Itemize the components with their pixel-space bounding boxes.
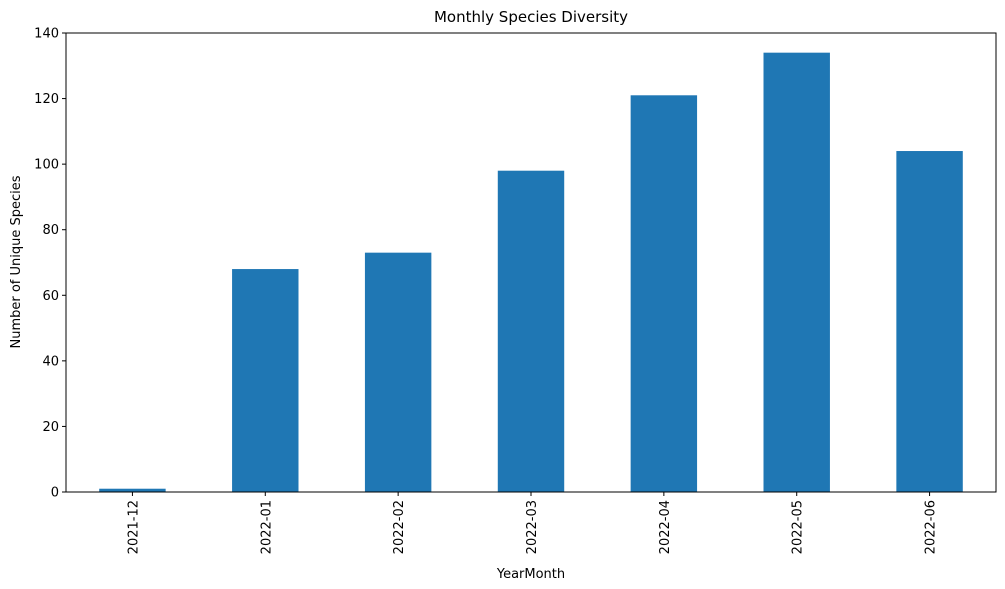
bars-group <box>99 52 963 493</box>
y-tick-label: 0 <box>51 486 59 501</box>
chart-title: Monthly Species Diversity <box>434 8 628 26</box>
x-axis-label: YearMonth <box>496 567 565 582</box>
x-tick-label: 2022-01 <box>259 500 274 554</box>
bar-2021-12 <box>99 488 166 492</box>
x-tick-label: 2022-06 <box>924 500 939 554</box>
y-tick-label: 80 <box>42 223 59 238</box>
y-tick-label: 140 <box>34 27 59 42</box>
plot-frame <box>65 32 997 493</box>
x-tick-label: 2022-04 <box>658 500 673 554</box>
y-tick-label: 100 <box>34 158 59 173</box>
x-tick-label: 2021-12 <box>126 500 141 554</box>
y-tick-label: 20 <box>42 420 59 435</box>
bar-2022-04 <box>630 95 698 493</box>
bar-2022-01 <box>232 269 299 492</box>
y-tick-label: 120 <box>34 92 59 107</box>
bar-2022-06 <box>896 151 963 492</box>
y-tick-label: 40 <box>42 354 59 369</box>
ticks-group: 2021-12 2022-01 2022-02 2022-03 2022-04 2022-… <box>34 27 938 555</box>
x-tick-label: 2022-05 <box>791 500 806 554</box>
bar-2022-05 <box>763 52 830 493</box>
bar-2022-02 <box>364 252 432 492</box>
y-tick-label: 60 <box>42 289 59 304</box>
y-axis-label: Number of Unique Species <box>9 175 24 348</box>
x-tick-label: 2022-02 <box>392 500 407 554</box>
x-tick-label: 2022-03 <box>525 500 540 554</box>
bar-2022-03 <box>497 170 565 492</box>
